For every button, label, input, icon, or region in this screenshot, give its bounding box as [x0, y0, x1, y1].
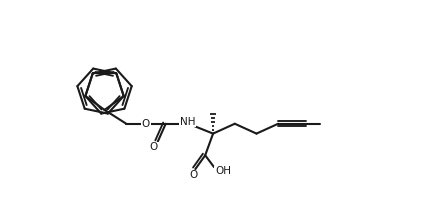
- Text: NH: NH: [180, 117, 195, 127]
- Text: O: O: [189, 170, 198, 180]
- Text: OH: OH: [215, 166, 231, 176]
- Text: O: O: [150, 142, 158, 152]
- Text: O: O: [142, 119, 150, 129]
